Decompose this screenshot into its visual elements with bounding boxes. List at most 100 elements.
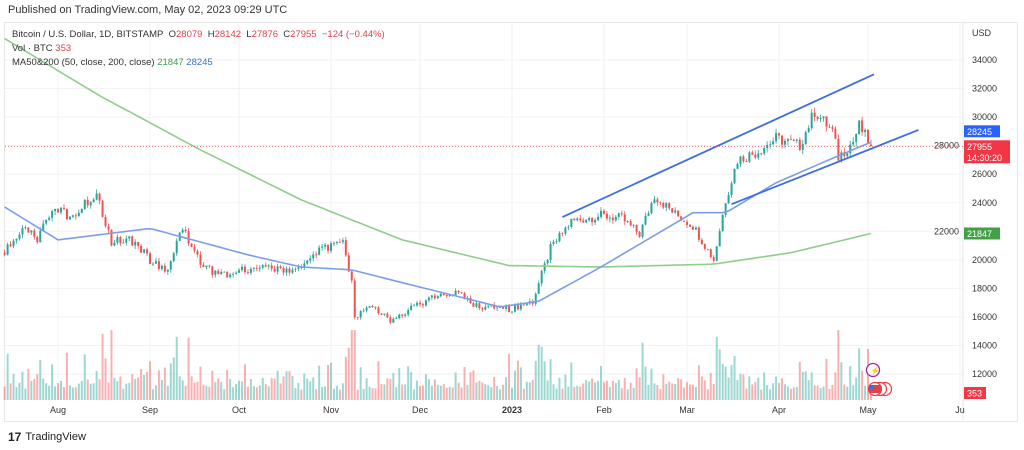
volume-bar — [831, 384, 834, 400]
candle-body — [48, 217, 51, 220]
candle-body — [475, 303, 478, 307]
candle-body — [549, 244, 552, 261]
candle-body — [469, 297, 472, 304]
volume-bar — [689, 384, 692, 400]
candle-body — [519, 304, 522, 310]
volume-bar — [442, 384, 445, 400]
volume-bar — [795, 387, 798, 400]
candle-body — [315, 254, 318, 256]
candle-body — [151, 263, 154, 265]
candle-body — [715, 246, 718, 261]
volume-bar — [798, 361, 801, 400]
candle-body — [205, 265, 208, 267]
volume-bar — [855, 377, 858, 400]
volume-bar — [813, 385, 816, 400]
candle-body — [582, 220, 585, 223]
ma50-badge-text: 28245 — [967, 127, 992, 137]
ma200-value: 21847 — [157, 57, 184, 68]
candle-body — [235, 272, 238, 275]
volume-bar — [327, 364, 330, 400]
chart-frame[interactable] — [4, 22, 1018, 422]
volume-bar — [840, 362, 843, 400]
volume-bar — [270, 377, 273, 400]
volume-bar — [490, 387, 493, 400]
volume-bar — [33, 378, 36, 400]
candle-body — [712, 257, 715, 261]
volume-bar — [709, 373, 712, 400]
volume-bar — [9, 383, 12, 400]
volume-bar — [39, 359, 42, 400]
candle-body — [122, 242, 125, 244]
candle-body — [641, 224, 644, 237]
volume-bar — [306, 378, 309, 400]
volume-bar — [291, 375, 294, 400]
candle-body — [745, 161, 748, 163]
volume-bar — [154, 385, 157, 400]
volume-bar — [668, 381, 671, 400]
candle-body — [828, 126, 831, 128]
volume-bar — [241, 381, 244, 400]
channel-upper-line — [562, 73, 875, 218]
volume-bar — [258, 385, 261, 400]
candle-body — [733, 168, 736, 184]
candle-body — [718, 231, 721, 247]
candle-body — [39, 230, 42, 243]
volume-bar — [294, 387, 297, 400]
candle-body — [772, 141, 775, 145]
volume-bar — [852, 385, 855, 400]
volume-bar — [751, 384, 754, 400]
volume-bar — [608, 387, 611, 400]
countdown-text: 14:30:20 — [967, 153, 1002, 163]
candle-body — [597, 216, 600, 221]
volume-bar — [694, 386, 697, 400]
volume-bar — [626, 389, 629, 400]
candle-body — [374, 307, 377, 308]
candle-body — [24, 227, 27, 229]
volume-bar — [597, 380, 600, 400]
volume-bar — [104, 358, 107, 400]
volume-bar — [703, 380, 706, 400]
candle-body — [163, 265, 166, 272]
volume-bar — [246, 386, 249, 400]
y-tick-label: 30000 — [972, 112, 997, 122]
volume-bar — [125, 383, 128, 400]
candle-body — [858, 120, 861, 134]
candle-body — [647, 213, 650, 216]
volume-bar — [718, 349, 721, 400]
candle-body — [184, 229, 187, 232]
tradingview-logo[interactable]: 17 TradingView — [8, 430, 86, 444]
candle-body — [570, 218, 573, 227]
volume-bar — [160, 380, 163, 400]
candle-body — [338, 241, 341, 243]
volume-bar — [511, 387, 513, 400]
candle-body — [62, 207, 65, 209]
volume-bar — [65, 352, 68, 400]
candle-body — [273, 268, 276, 272]
volume-bar — [321, 387, 324, 400]
candle-body — [255, 267, 258, 269]
volume-bar — [226, 369, 229, 400]
candle-body — [822, 116, 825, 119]
candle-body — [534, 293, 537, 304]
volume-bar — [730, 364, 733, 400]
candle-body — [516, 304, 519, 310]
volume-bar — [220, 382, 223, 400]
volume-bar — [653, 383, 656, 400]
candle-body — [383, 313, 386, 315]
volume-bar — [445, 387, 448, 400]
currency-label: USD — [972, 28, 992, 38]
candle-body — [804, 132, 807, 145]
volume-bar — [347, 347, 350, 400]
volume-bar — [368, 386, 371, 400]
volume-bar — [600, 365, 603, 400]
candle-body — [232, 274, 235, 275]
candle-body — [365, 307, 368, 311]
close-label: C — [283, 29, 291, 40]
candle-body — [546, 260, 549, 264]
candle-body — [15, 238, 18, 241]
x-tick-label: May — [860, 405, 878, 415]
candle-body — [12, 240, 15, 247]
volume-bar — [519, 367, 522, 400]
volume-bar — [42, 378, 45, 400]
